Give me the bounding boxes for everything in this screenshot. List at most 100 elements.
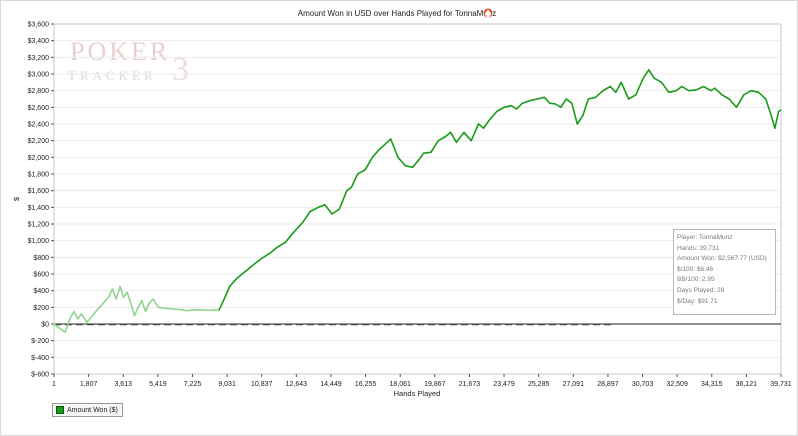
- series-point: [496, 110, 498, 113]
- series-point: [778, 110, 780, 113]
- series-point: [346, 190, 348, 192]
- series-point: [529, 100, 531, 102]
- series-point: [503, 106, 505, 108]
- series-point: [554, 103, 557, 105]
- series-point: [565, 98, 567, 100]
- series-point: [130, 302, 132, 304]
- series-point: [260, 258, 262, 260]
- series-point: [455, 141, 458, 143]
- series-point: [423, 152, 425, 154]
- series-point: [543, 96, 546, 98]
- series-point: [144, 310, 147, 313]
- y-tick-label: $1,000: [28, 238, 50, 245]
- series-point: [560, 106, 562, 108]
- series-point: [364, 169, 366, 171]
- y-axis-label: $: [12, 196, 21, 201]
- series-point: [97, 308, 99, 310]
- y-tick-label: $400: [33, 288, 49, 295]
- series-point: [660, 81, 663, 83]
- x-tick-label: 18,061: [389, 381, 411, 388]
- y-tick-label: $2,200: [28, 138, 50, 145]
- watermark-tracker-text: TRACKER: [68, 68, 157, 83]
- series-point: [350, 186, 352, 188]
- x-tick-label: 30,703: [632, 381, 654, 388]
- y-tick-label: $2,800: [28, 88, 50, 95]
- series-point: [463, 131, 465, 133]
- series-point: [668, 91, 670, 93]
- series-point: [157, 306, 159, 308]
- x-tick-label: 1: [52, 381, 56, 388]
- y-tick-label: $3,600: [28, 22, 50, 29]
- x-tick-label: 25,285: [528, 381, 550, 388]
- legend-label: Amount Won ($): [67, 406, 118, 414]
- series-point: [371, 156, 373, 158]
- series-point: [635, 94, 637, 96]
- series-line-light: [53, 285, 220, 334]
- x-axis-ticks: 1 1,807 3,613 5,419 7,225 9,031 10,837 12,643 14…: [52, 374, 792, 388]
- x-tick-label: 28,897: [597, 381, 619, 388]
- series-point: [80, 313, 82, 315]
- x-tick-label: 5,419: [149, 381, 167, 388]
- series-point: [521, 102, 524, 104]
- grid-lines: [54, 23, 781, 375]
- series-point: [516, 108, 518, 110]
- series-point: [615, 91, 617, 93]
- series-point: [324, 204, 326, 206]
- series-point: [587, 98, 589, 100]
- series-point: [309, 210, 311, 213]
- series-point: [137, 306, 139, 308]
- series-point: [251, 265, 253, 267]
- y-axis-ticks: $3,600 $3,400 $3,200 $3,000 $2,800 $2,600 $2,4…: [28, 22, 54, 379]
- series-point: [757, 91, 760, 93]
- series-point: [86, 321, 88, 323]
- x-tick-label: 27,091: [563, 381, 585, 388]
- series-point: [437, 140, 439, 142]
- series-point: [642, 77, 644, 79]
- series-point: [223, 298, 225, 300]
- y-tick-label: $-400: [31, 355, 49, 362]
- series-point: [743, 94, 745, 96]
- series-point: [64, 331, 66, 333]
- series-point: [576, 123, 578, 125]
- plot-area-border: [53, 23, 782, 375]
- series-point: [582, 115, 584, 117]
- x-tick-label: 16,255: [355, 381, 377, 388]
- series-point: [181, 309, 183, 311]
- chart-legend[interactable]: Amount Won ($): [52, 403, 123, 417]
- series-point: [780, 109, 782, 111]
- watermark-number: 3: [172, 51, 189, 88]
- series-point: [648, 69, 650, 71]
- series-point: [302, 221, 304, 223]
- series-point: [91, 315, 93, 317]
- series-point: [688, 90, 690, 92]
- series-point: [108, 295, 110, 298]
- x-tick-label: 34,315: [701, 381, 723, 388]
- series-point: [397, 156, 399, 158]
- series-point: [703, 85, 705, 88]
- series-point: [721, 94, 723, 96]
- x-tick-label: 3,613: [114, 381, 132, 388]
- series-point: [269, 252, 271, 254]
- series-point: [172, 308, 174, 310]
- series-point: [152, 298, 154, 300]
- series-point: [77, 318, 79, 320]
- series-point: [357, 173, 359, 175]
- series-point: [115, 298, 117, 300]
- series-point: [470, 140, 472, 142]
- stat-days-played: Days Played: 28: [677, 286, 725, 294]
- x-tick-label: 32,509: [666, 381, 688, 388]
- series-point: [404, 165, 406, 167]
- x-tick-label: 14,449: [320, 381, 342, 388]
- series-point: [141, 300, 143, 302]
- y-tick-label: $-600: [31, 372, 49, 379]
- y-tick-label: $2,400: [28, 122, 50, 129]
- series-point: [243, 271, 245, 273]
- x-axis-label: Hands Played: [394, 389, 441, 398]
- series-point: [609, 85, 611, 88]
- series-point: [69, 316, 72, 318]
- axes: [53, 23, 782, 375]
- series-point: [710, 90, 712, 92]
- series-point: [483, 127, 485, 129]
- series-point: [510, 105, 512, 107]
